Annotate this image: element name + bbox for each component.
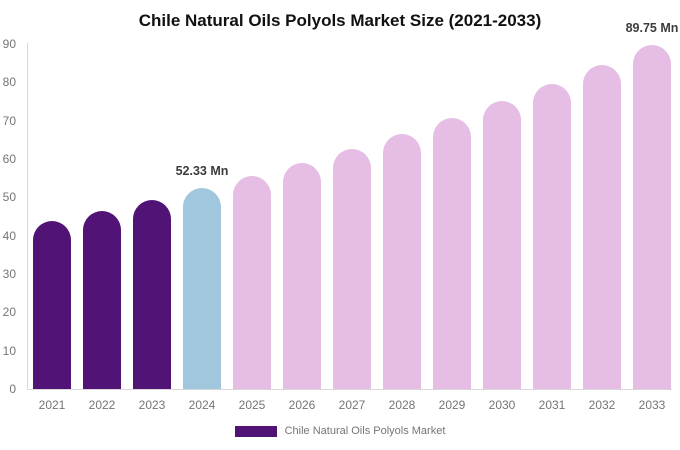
y-tick-label-80: 80 — [2, 75, 16, 90]
bar-2030[interactable] — [483, 101, 521, 389]
bar-2022[interactable] — [83, 211, 121, 389]
x-tick-label-2023: 2023 — [138, 398, 166, 412]
legend-swatch — [234, 425, 277, 437]
x-tick-label-2030: 2030 — [488, 398, 516, 412]
bar-2033[interactable] — [633, 44, 671, 389]
x-tick-label-2033: 2033 — [638, 398, 666, 412]
bar-2029[interactable] — [433, 118, 471, 389]
bar-2024[interactable] — [183, 188, 221, 389]
y-axis-line — [27, 43, 28, 389]
y-tick-label-0: 0 — [9, 382, 16, 396]
x-tick-label-2027: 2027 — [338, 398, 366, 412]
bar-2032[interactable] — [583, 64, 621, 389]
legend-label: Chile Natural Oils Polyols Market — [284, 425, 446, 437]
legend-item[interactable]: Chile Natural Oils Polyols Market — [234, 425, 446, 437]
bar-2028[interactable] — [383, 133, 421, 389]
y-tick-label-40: 40 — [2, 228, 16, 243]
x-tick-label-2029: 2029 — [438, 398, 466, 412]
x-tick-label-2026: 2026 — [288, 398, 316, 412]
x-tick-label-2025: 2025 — [238, 398, 266, 412]
bar-2023[interactable] — [133, 199, 171, 389]
x-tick-label-2031: 2031 — [538, 398, 566, 412]
y-tick-label-50: 50 — [2, 190, 16, 205]
bar-2027[interactable] — [333, 148, 371, 389]
bar-2025[interactable] — [233, 175, 271, 389]
x-axis-line — [27, 389, 672, 390]
y-tick-label-90: 90 — [2, 36, 16, 51]
bar-2031[interactable] — [533, 83, 571, 389]
y-tick-label-60: 60 — [2, 151, 16, 166]
y-tick-label-30: 30 — [2, 266, 16, 281]
bar-2021[interactable] — [33, 221, 71, 389]
x-tick-label-2028: 2028 — [388, 398, 416, 412]
annotation-2033: 89.75 Mn — [625, 20, 679, 35]
chart-title: Chile Natural Oils Polyols Market Size (… — [138, 11, 542, 30]
y-tick-label-20: 20 — [2, 305, 16, 320]
x-tick-label-2021: 2021 — [38, 398, 66, 412]
x-tick-label-2022: 2022 — [88, 398, 116, 412]
legend: Chile Natural Oils Polyols Market — [0, 425, 680, 437]
x-tick-label-2032: 2032 — [588, 398, 616, 412]
y-tick-label-10: 10 — [2, 343, 16, 358]
y-tick-label-70: 70 — [2, 113, 16, 128]
bar-2026[interactable] — [283, 162, 321, 389]
annotation-2024: 52.33 Mn — [175, 164, 229, 179]
x-tick-label-2024: 2024 — [188, 398, 216, 412]
